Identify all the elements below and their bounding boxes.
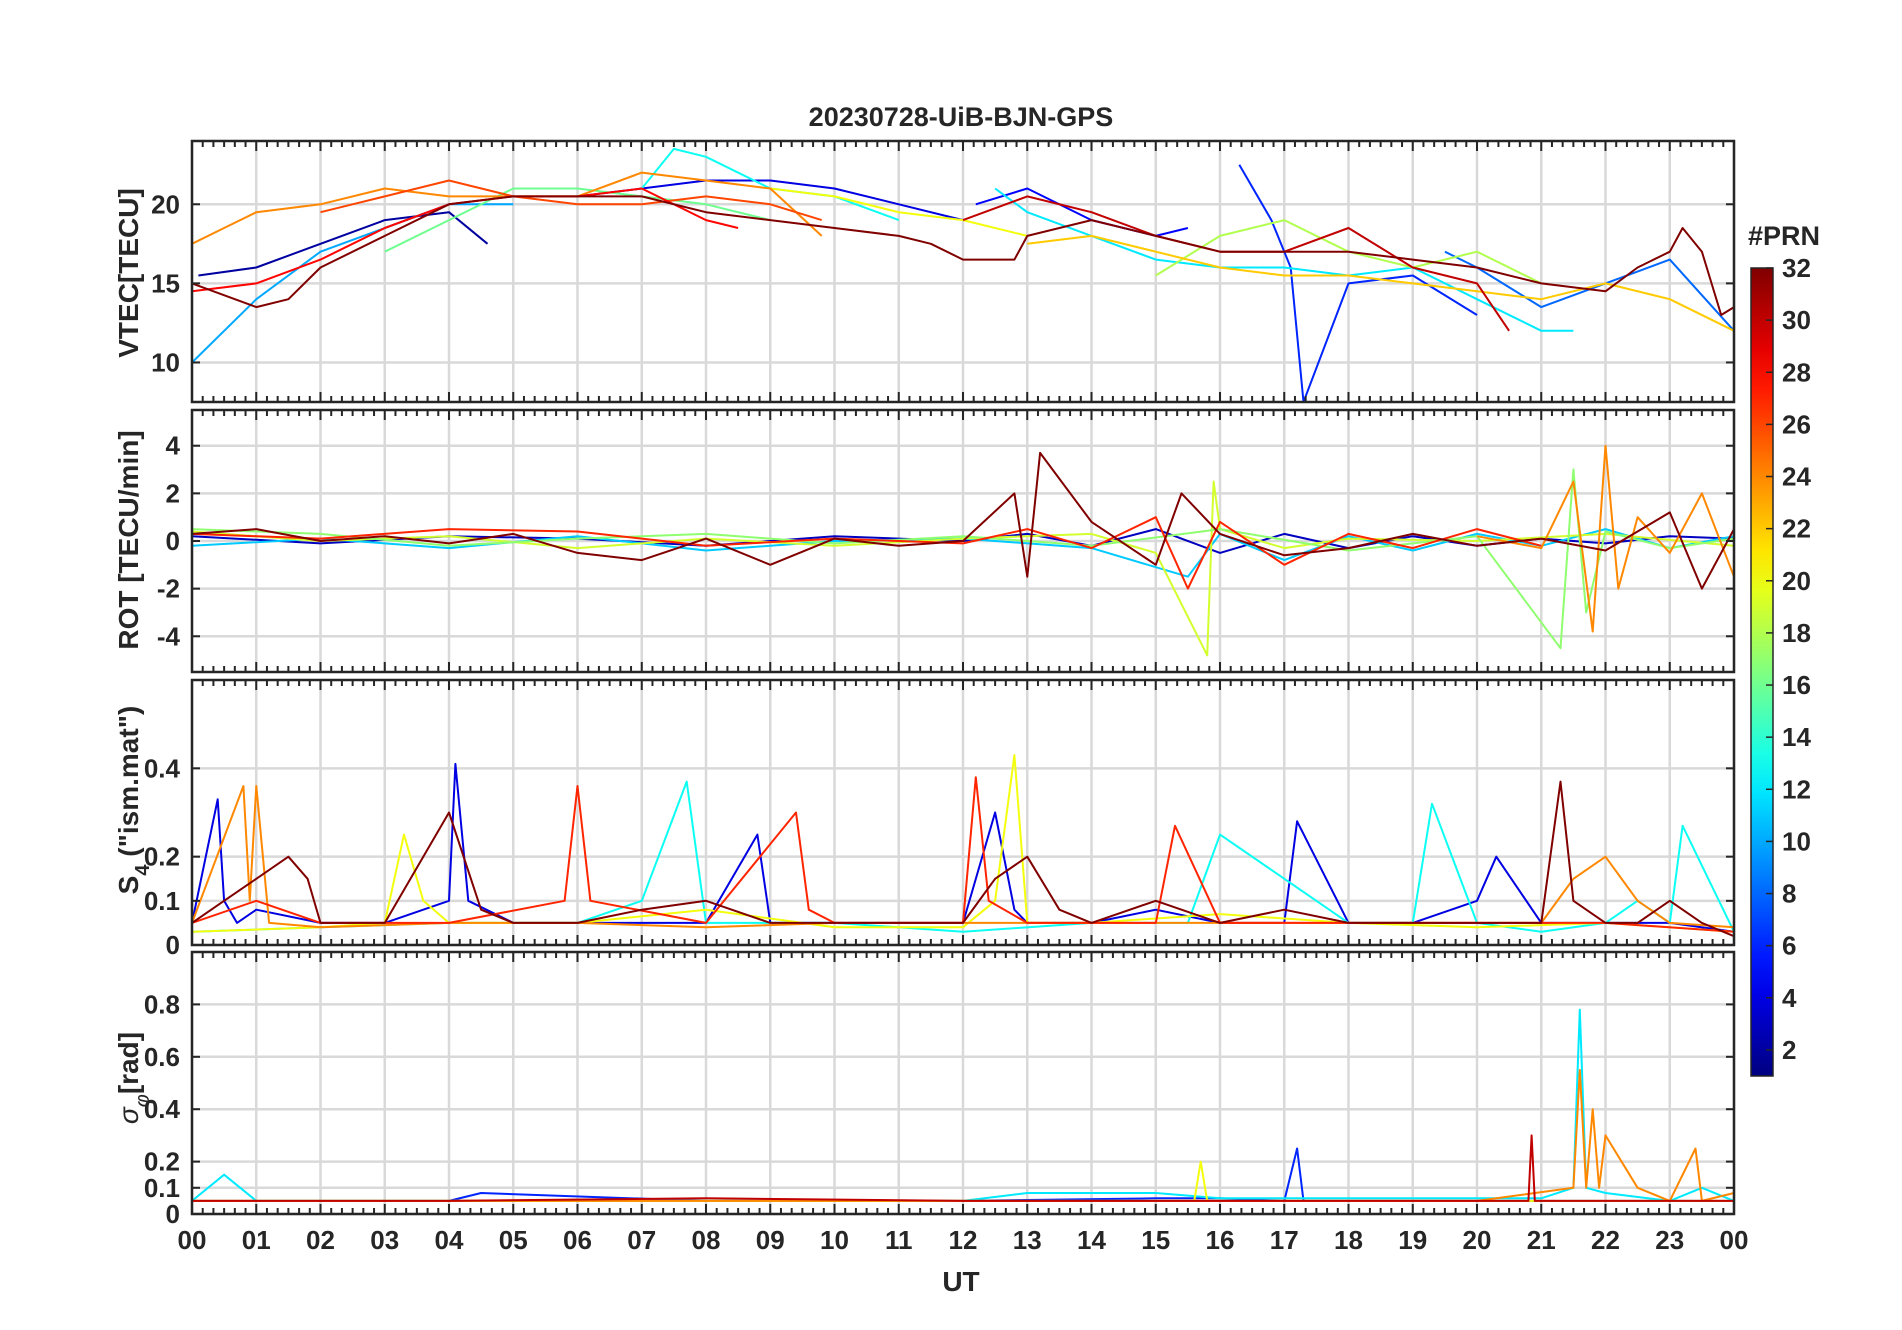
rot-y-tick-label: 4 xyxy=(166,431,181,461)
x-tick-label: 10 xyxy=(820,1225,849,1255)
sigma_phi-panel: 00.10.2 0.4 0.6 0.8 xyxy=(144,950,1736,1229)
vtec-y-tick-label: 20 xyxy=(151,189,180,219)
rot-series-prn-24 xyxy=(1476,444,1735,633)
rot-y-tick-label: -2 xyxy=(157,574,180,604)
x-axis-label: UT xyxy=(942,1266,979,1297)
sigma_phi-series-prn-30 xyxy=(192,1134,1734,1202)
vtec-series-prn-16 xyxy=(384,187,771,253)
vtec-series-prn-32 xyxy=(191,195,1735,316)
colorbar-tick-label: 20 xyxy=(1782,566,1811,596)
s4-series-prn-32 xyxy=(191,780,1735,938)
colorbar-tick-label: 6 xyxy=(1782,931,1796,961)
vtec-series-prn-8 xyxy=(1444,250,1735,332)
x-tick-label: 06 xyxy=(563,1225,592,1255)
x-tick-label: 18 xyxy=(1334,1225,1363,1255)
x-tick-label: 17 xyxy=(1270,1225,1299,1255)
s4-y-tick-label: 0.2 xyxy=(144,842,180,872)
vtec-series-prn-12 xyxy=(994,187,1574,332)
vtec-panel: 10 15 20 xyxy=(151,139,1736,404)
colorbar-tick-label: 18 xyxy=(1782,618,1811,648)
colorbar-scale xyxy=(1750,267,1774,1077)
s4-series-prn-13 xyxy=(191,780,1735,933)
rot-series-prn-32 xyxy=(191,451,1735,590)
s4-y-tick-label: 0 xyxy=(166,930,180,960)
x-tick-label: 07 xyxy=(627,1225,656,1255)
vtec-series-prn-26 xyxy=(320,179,822,222)
x-tick-label: 21 xyxy=(1527,1225,1556,1255)
rot-y-axis-label: ROT [TECU/min] xyxy=(113,430,144,649)
colorbar-tick-label: 14 xyxy=(1782,722,1811,752)
vtec-y-tick-label: 10 xyxy=(151,347,180,377)
sigma_phi-y-tick-label: 0.6 xyxy=(144,1042,180,1072)
s4-axes-frame xyxy=(190,678,1736,947)
rot-y-axis-label-text: ROT [TECU/min] xyxy=(113,430,144,649)
colorbar-tick-label: 12 xyxy=(1782,774,1811,804)
sigma_phi-y-tick-label: 0 xyxy=(166,1199,180,1229)
panels: 101520-4-202400.10.20.400.10.20.40.60.80… xyxy=(144,139,1749,1255)
x-tick-label: 05 xyxy=(499,1225,528,1255)
x-tick-label: 19 xyxy=(1398,1225,1427,1255)
rot-series-prn-27 xyxy=(191,516,1542,590)
vtec-y-axis-label-text: VTEC[TECU] xyxy=(113,188,144,358)
colorbar-tick-label: 8 xyxy=(1782,879,1796,909)
x-tick-label: 02 xyxy=(306,1225,335,1255)
s4-panel: 0 0.1 0.2 0.4 xyxy=(144,678,1736,960)
colorbar-label: #PRN xyxy=(1748,221,1820,251)
colorbar-tick-label: 22 xyxy=(1782,514,1811,544)
colorbar-tick-label: 2 xyxy=(1782,1035,1796,1065)
vtec-series-prn-22 xyxy=(1027,234,1735,332)
x-tick-label: 08 xyxy=(692,1225,721,1255)
sigma_phi-y-tick-label: 0.2 xyxy=(144,1147,180,1177)
vtec-series-prn-20 xyxy=(770,187,1028,237)
x-tick-label: 11 xyxy=(885,1225,913,1255)
sigma_phi-y-tick-label: 0.1 xyxy=(144,1173,180,1203)
x-tick-label: 00 xyxy=(1720,1225,1749,1255)
vtec-y-tick-label: 15 xyxy=(151,268,180,298)
colorbar-tick-label: 10 xyxy=(1782,826,1811,856)
s4-y-tick-label: 0.4 xyxy=(144,753,181,783)
s4-y-tick-label: 0.1 xyxy=(144,886,180,916)
colorbar-tick-label: 26 xyxy=(1782,409,1811,439)
vtec-series-prn-10 xyxy=(191,203,514,364)
vtec-axes-frame xyxy=(190,139,1736,404)
colorbar-tick-label: 30 xyxy=(1782,305,1811,335)
rot-y-tick-label: 2 xyxy=(166,478,180,508)
x-tick-label: 23 xyxy=(1655,1225,1684,1255)
vtec-y-axis-label: VTEC[TECU] xyxy=(113,188,144,358)
sigma_phi-axes-frame xyxy=(190,950,1736,1216)
x-tick-label: 15 xyxy=(1141,1225,1170,1255)
rot-panel: -4 -2 0 2 4 xyxy=(157,408,1736,674)
x-tick-label: 03 xyxy=(370,1225,399,1255)
x-tick-label: 22 xyxy=(1591,1225,1620,1255)
sigma_phi-y-tick-label: 0.8 xyxy=(144,989,180,1019)
x-tick-label: 12 xyxy=(949,1225,978,1255)
x-tick-label: 16 xyxy=(1206,1225,1235,1255)
rot-axes-frame xyxy=(190,408,1736,674)
colorbar-tick-label: 4 xyxy=(1782,983,1797,1013)
colorbar-tick-label: 24 xyxy=(1782,462,1811,492)
colorbar-tick-label: 32 xyxy=(1782,253,1811,283)
sigma_phi-y-tick-label: 0.4 xyxy=(144,1094,181,1124)
rot-y-tick-label: -4 xyxy=(157,621,181,651)
x-tick-label: 20 xyxy=(1463,1225,1492,1255)
x-tick-label: 04 xyxy=(435,1225,464,1255)
x-tick-label: 09 xyxy=(756,1225,785,1255)
vtec-series-prn-24 xyxy=(191,171,823,245)
rot-y-tick-label: 0 xyxy=(166,526,180,556)
x-tick-label: 13 xyxy=(1013,1225,1042,1255)
colorbar-tick-label: 28 xyxy=(1782,357,1811,387)
x-tick-label: 01 xyxy=(242,1225,271,1255)
colorbar-tick-label: 16 xyxy=(1782,670,1811,700)
x-tick-label: 00 xyxy=(178,1225,207,1255)
figure-title: 20230728-UiB-BJN-GPS xyxy=(809,102,1114,132)
x-tick-label: 14 xyxy=(1077,1225,1106,1255)
vtec-series-prn-13 xyxy=(641,147,900,222)
